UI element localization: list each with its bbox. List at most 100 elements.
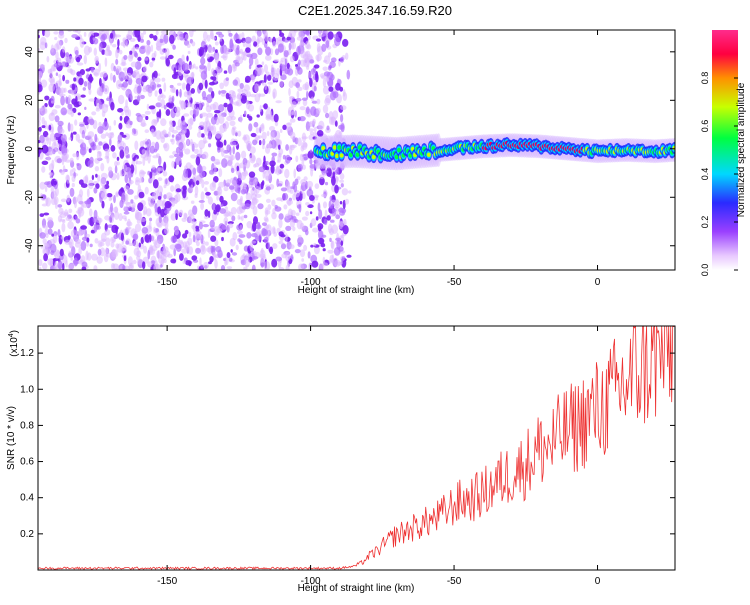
heatmap-noise-cell [76,152,80,161]
heatmap-noise-cell [306,90,309,100]
heatmap-noise-cell [242,171,249,177]
heatmap-noise-cell [214,54,220,64]
heatmap-noise-cell [201,165,207,171]
heatmap-noise-cell [57,120,64,127]
heatmap-noise-cell [67,103,73,110]
heatmap-noise-cell [98,121,102,127]
heatmap-noise-cell [144,110,151,115]
heatmap-noise-cell [170,185,175,192]
heatmap-noise-cell [164,227,169,235]
heatmap-noise-cell [261,131,267,141]
heatmap-noise-cell [168,95,172,103]
heatmap-noise-cell [41,144,49,154]
heatmap-noise-cell [188,64,195,70]
heatmap-noise-cell [94,166,100,172]
heatmap-noise-cell [137,56,142,62]
heatmap-noise-cell [199,245,207,255]
heatmap-noise-cell [182,188,187,199]
heatmap-noise-cell [149,61,154,68]
heatmap-noise-cell [240,215,244,222]
heatmap-noise-cell [98,42,103,53]
heatmap-noise-cell [44,42,48,49]
heatmap-noise-cell [144,129,150,134]
heatmap-noise-cell [100,162,105,172]
heatmap-noise-cell [275,100,282,104]
heatmap-noise-cell [206,94,213,104]
heatmap-noise-cell [77,112,82,116]
heatmap-noise-cell [179,88,182,98]
heatmap-noise-cell [311,100,318,104]
heatmap-noise-cell [194,143,199,148]
heatmap-noise-cell [134,211,142,221]
heatmap-noise-cell [229,120,236,127]
heatmap-noise-cell [155,30,159,36]
heatmap-noise-cell [316,98,321,105]
heatmap-noise-cell [59,128,65,134]
heatmap-noise-cell [240,95,247,104]
heatmap-noise-cell [146,39,151,46]
heatmap-noise-cell [125,72,132,81]
heatmap-noise-cell [342,92,348,101]
heatmap-noise-cell [302,164,306,170]
heatmap-noise-cell [46,181,53,188]
heatmap-noise-cell [83,31,87,37]
heatmap-noise-cell [227,223,234,229]
heatmap-noise-cell [78,247,82,255]
heatmap-noise-cell [68,250,73,259]
heatmap-noise-cell [160,30,168,35]
heatmap-noise-cell [252,187,255,191]
heatmap-noise-cell [40,105,47,116]
heatmap-noise-cell [162,170,168,177]
heatmap-noise-cell [44,95,50,101]
heatmap-noise-cell [192,234,196,243]
heatmap-noise-cell [252,256,259,260]
heatmap-noise-cell [184,148,191,155]
heatmap-noise-cell [174,209,179,216]
heatmap-noise-cell [223,155,230,159]
heatmap-noise-cell [43,212,50,216]
heatmap-noise-cell [115,58,119,65]
heatmap-noise-cell [311,260,319,268]
heatmap-x-tick-label: -100 [301,277,321,288]
heatmap-noise-cell [83,81,88,87]
heatmap-x-axis: -150 -100 -50 0 [157,30,601,288]
heatmap-noise-cell [265,54,272,61]
heatmap-noise-cell [179,33,184,37]
heatmap-noise-cell [249,146,256,154]
heatmap-noise-cell [139,169,145,179]
heatmap-noise-cell [211,68,215,76]
heatmap-noise-cell [180,100,185,110]
heatmap-noise-cell [44,185,48,193]
heatmap-noise-cell [315,216,319,221]
heatmap-noise-cell [81,261,88,268]
heatmap-noise-cell [196,164,203,174]
heatmap-noise-cell [249,93,256,98]
heatmap-noise-cell [235,151,241,161]
heatmap-noise-cell [119,149,125,159]
heatmap-noise-cell [56,40,62,50]
heatmap-noise-cell [123,255,127,262]
heatmap-noise-cell [228,32,233,37]
heatmap-noise-cell [161,77,166,82]
heatmap-noise-cell [65,52,70,58]
heatmap-noise-cell [93,47,98,56]
heatmap-noise-cell [159,264,163,268]
heatmap-noise-cell [271,64,274,71]
heatmap-noise-cell [341,256,346,261]
heatmap-noise-cell [128,265,134,270]
heatmap-noise-cell [190,138,193,147]
heatmap-noise-cell [111,249,117,258]
heatmap-noise-cell [206,112,213,118]
heatmap-noise-cell [309,164,316,169]
heatmap-noise-cell [79,38,85,48]
heatmap-noise-cell [77,231,84,237]
heatmap-noise-cell [289,36,296,44]
heatmap-noise-cell [39,134,45,144]
heatmap-noise-cell [132,46,135,54]
heatmap-noise-cell [74,87,79,92]
heatmap-noise-cell [178,142,184,151]
heatmap-noise-cell [96,256,103,264]
heatmap-noise-cell [134,140,139,151]
heatmap-noise-cell [318,209,323,220]
